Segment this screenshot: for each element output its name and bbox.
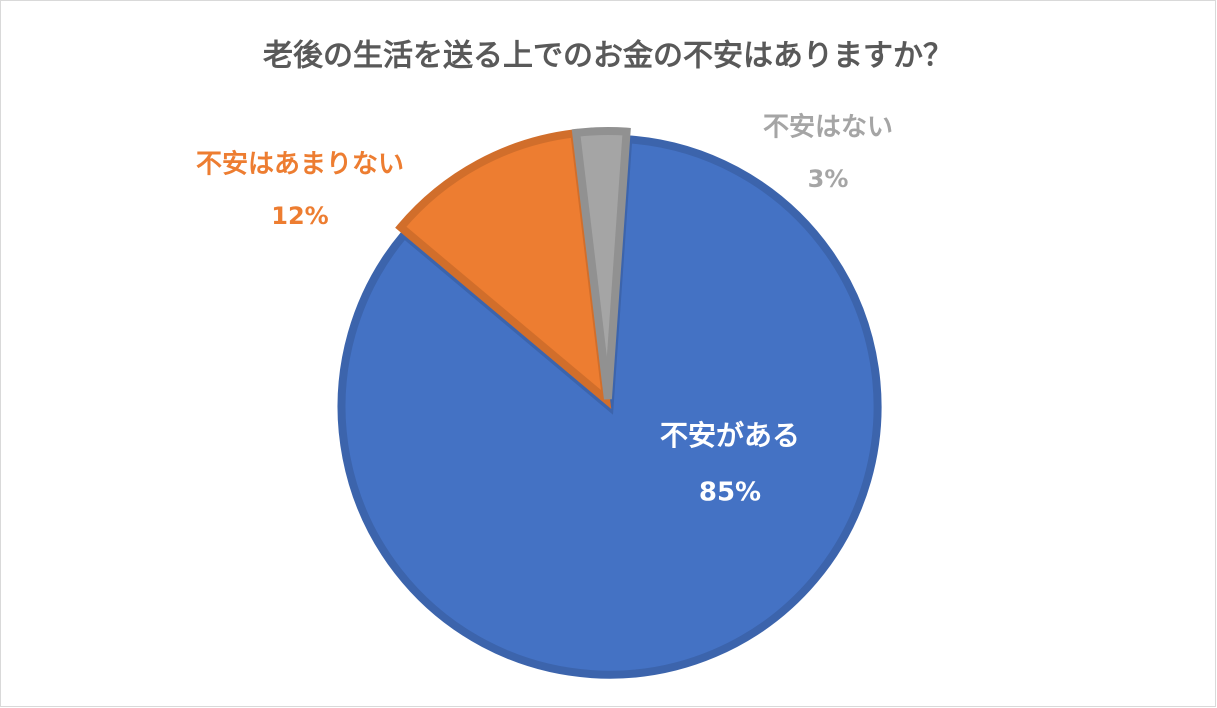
data-label-name: 不安はない (763, 113, 893, 143)
pie-slice (571, 127, 631, 400)
data-label-name: 不安はあまりない (196, 150, 404, 180)
data-label-value: 12% (271, 202, 328, 230)
data-label-value: 3% (808, 165, 849, 193)
pie-slice (395, 128, 612, 410)
chart-title: 老後の生活を送る上でのお金の不安はありますか？ (263, 39, 953, 74)
data-label-name: 不安がある (660, 419, 800, 452)
data-label-value: 85% (699, 478, 761, 508)
